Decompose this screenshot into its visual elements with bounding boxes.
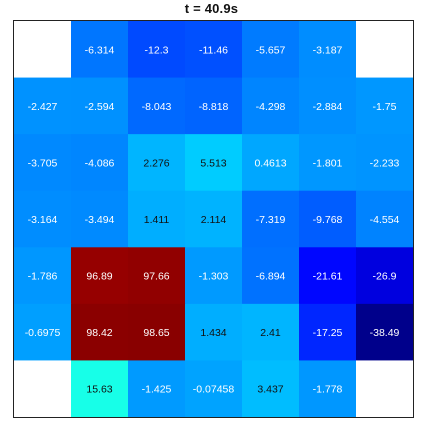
heatmap-cell xyxy=(299,134,357,192)
heatmap-cell xyxy=(185,247,243,305)
heatmap-cell xyxy=(71,190,129,248)
cell-value-label: -1.786 xyxy=(28,271,58,283)
heatmap-cell xyxy=(14,134,72,192)
heatmap-cell xyxy=(356,77,414,135)
heatmap-cell xyxy=(356,360,414,418)
cell-value-label: 96.89 xyxy=(86,271,112,283)
cell-value-label: -7.319 xyxy=(256,214,286,226)
heatmap-cell xyxy=(185,303,243,361)
heatmap-cell xyxy=(242,303,300,361)
cell-value-label: -0.07458 xyxy=(193,384,235,396)
heatmap-cell xyxy=(356,134,414,192)
cell-value-label: -12.3 xyxy=(145,44,169,56)
cell-value-label: -1.75 xyxy=(373,101,397,113)
cell-value-label: -5.657 xyxy=(256,44,286,56)
cell-value-label: -1.425 xyxy=(142,384,172,396)
heatmap-cell xyxy=(356,247,414,305)
heatmap-value-labels: -6.314 -12.3 -11.46 -5.657 -3.187 -2.427 -2.59… xyxy=(25,44,400,395)
heatmap-cells xyxy=(14,21,414,418)
chart-title: t = 40.9s xyxy=(184,1,239,16)
cell-value-label: -1.303 xyxy=(199,271,229,283)
heatmap-cell xyxy=(299,190,357,248)
cell-value-label: -6.314 xyxy=(85,44,115,56)
heatmap-cell xyxy=(185,190,243,248)
heatmap-cell xyxy=(128,190,186,248)
cell-value-label: -1.801 xyxy=(313,157,343,169)
cell-value-label: -2.594 xyxy=(85,101,115,113)
cell-value-label: -3.494 xyxy=(85,214,115,226)
heatmap-cell xyxy=(14,77,72,135)
heatmap-cell xyxy=(242,77,300,135)
cell-value-label: -21.61 xyxy=(313,271,343,283)
heatmap-cell xyxy=(242,190,300,248)
heatmap-cell xyxy=(128,134,186,192)
heatmap-cell xyxy=(128,247,186,305)
cell-value-label: -2.427 xyxy=(28,101,58,113)
heatmap-cell xyxy=(128,303,186,361)
heatmap-cell xyxy=(185,360,243,418)
cell-value-label: -3.187 xyxy=(313,44,343,56)
heatmap-cell xyxy=(71,21,129,79)
heatmap-cell xyxy=(242,247,300,305)
cell-value-label: 5.513 xyxy=(200,157,226,169)
cell-value-label: -2.884 xyxy=(313,101,343,113)
plot-frame xyxy=(13,20,414,418)
cell-value-label: -8.043 xyxy=(142,101,172,113)
cell-value-label: -2.233 xyxy=(370,157,400,169)
cell-value-label: -6.894 xyxy=(256,271,286,283)
heatmap-cell xyxy=(185,77,243,135)
heatmap-cell xyxy=(14,247,72,305)
heatmap-cell xyxy=(299,21,357,79)
cell-value-label: 98.42 xyxy=(86,327,112,339)
cell-value-label: -8.818 xyxy=(199,101,229,113)
cell-value-label: 2.276 xyxy=(143,157,169,169)
cell-value-label: 98.65 xyxy=(143,327,169,339)
heatmap-cell xyxy=(14,303,72,361)
cell-value-label: -4.554 xyxy=(370,214,400,226)
cell-value-label: 1.411 xyxy=(144,214,170,226)
heatmap-cell xyxy=(242,21,300,79)
cell-value-label: 97.66 xyxy=(143,271,169,283)
heatmap-cell xyxy=(71,360,129,418)
heatmap-cell xyxy=(71,134,129,192)
heatmap-cell xyxy=(242,360,300,418)
heatmap-cell xyxy=(128,360,186,418)
cell-value-label: -11.46 xyxy=(199,44,228,56)
cell-value-label: -3.164 xyxy=(28,214,58,226)
heatmap-cell xyxy=(299,77,357,135)
cell-value-label: -17.25 xyxy=(313,327,343,339)
cell-value-label: 2.114 xyxy=(201,214,227,226)
heatmap-cell xyxy=(128,21,186,79)
cell-value-label: 2.41 xyxy=(260,327,281,339)
heatmap-cell xyxy=(71,77,129,135)
heatmap-cell xyxy=(299,303,357,361)
cell-value-label: -4.298 xyxy=(256,101,286,113)
heatmap-cell xyxy=(299,360,357,418)
heatmap-cell xyxy=(356,21,414,79)
heatmap-cell xyxy=(14,21,72,79)
heatmap-cell xyxy=(71,247,129,305)
cell-value-label: 1.434 xyxy=(200,327,226,339)
heatmap-cell xyxy=(299,247,357,305)
heatmap-cell xyxy=(14,190,72,248)
cell-value-label: -3.705 xyxy=(28,157,58,169)
cell-value-label: -38.49 xyxy=(370,327,400,339)
heatmap-cell xyxy=(185,134,243,192)
cell-value-label: 0.4613 xyxy=(254,157,286,169)
cell-value-label: -26.9 xyxy=(373,271,397,283)
cell-value-label: -4.086 xyxy=(85,157,115,169)
heatmap-cell xyxy=(356,190,414,248)
heatmap-cell xyxy=(356,303,414,361)
cell-value-label: 3.437 xyxy=(257,384,283,396)
cell-value-label: 15.63 xyxy=(86,384,112,396)
heatmap-cell xyxy=(185,21,243,79)
heatmap-cell xyxy=(128,77,186,135)
heatmap-cell xyxy=(71,303,129,361)
cell-value-label: -0.6975 xyxy=(25,327,61,339)
cell-value-label: -1.778 xyxy=(313,384,343,396)
heatmap-cell xyxy=(242,134,300,192)
heatmap-cell xyxy=(14,360,72,418)
cell-value-label: -9.768 xyxy=(313,214,343,226)
